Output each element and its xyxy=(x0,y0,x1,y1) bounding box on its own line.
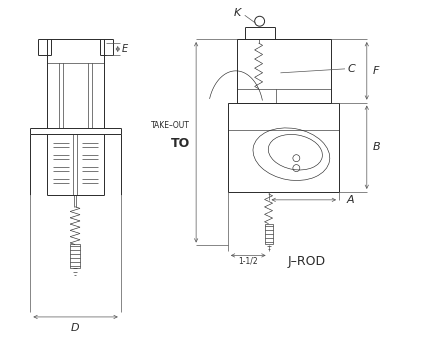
Text: A: A xyxy=(347,195,354,205)
Text: TO: TO xyxy=(171,137,190,150)
Bar xyxy=(70,244,80,268)
Text: F: F xyxy=(373,66,379,76)
Text: J–ROD: J–ROD xyxy=(287,255,325,268)
Text: K: K xyxy=(234,8,241,18)
Text: E: E xyxy=(122,44,128,54)
Text: 1-1/2: 1-1/2 xyxy=(238,257,258,266)
Bar xyxy=(237,39,331,103)
Text: D: D xyxy=(71,323,79,333)
Bar xyxy=(265,224,273,243)
Text: C: C xyxy=(347,64,355,74)
Bar xyxy=(228,103,339,192)
Text: B: B xyxy=(373,142,380,152)
Text: TAKE–OUT: TAKE–OUT xyxy=(151,121,190,130)
